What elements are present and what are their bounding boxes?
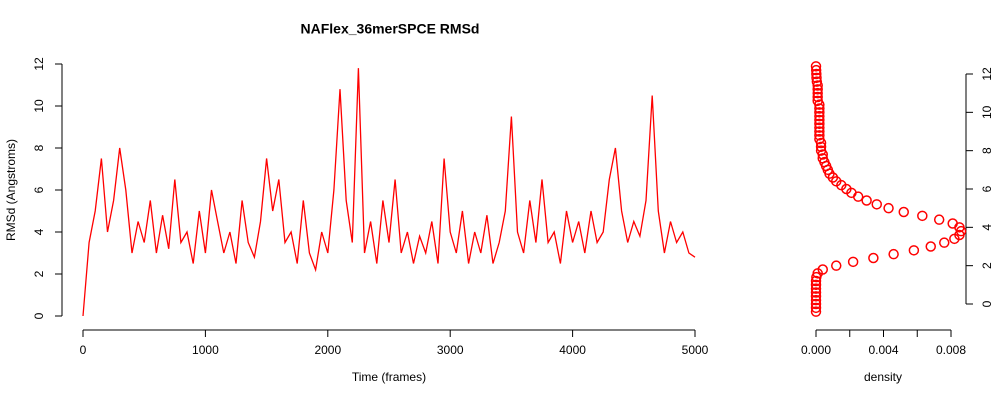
x-tick-label: 1000 (192, 343, 219, 357)
data-point (814, 130, 825, 141)
y-tick-label: 10 (980, 105, 994, 119)
y-tick-label: 2 (32, 270, 46, 277)
chart-title: NAFlex_36merSPCE RMSd (301, 21, 480, 37)
data-point (939, 237, 950, 248)
y-tick-label: 6 (980, 185, 994, 192)
y-tick-label: 2 (980, 262, 994, 269)
data-point (883, 202, 894, 214)
data-point (898, 206, 909, 218)
data-point (871, 199, 882, 210)
x-tick-label: 3000 (437, 343, 464, 357)
data-point (817, 264, 828, 275)
data-point (917, 210, 928, 222)
y-tick-label: 4 (980, 224, 994, 231)
data-point (812, 95, 823, 107)
data-point (814, 122, 825, 133)
data-point (814, 126, 825, 137)
data-point (831, 260, 842, 271)
y-tick-label: 6 (32, 186, 46, 193)
x-tick-label: 4000 (559, 343, 586, 357)
data-point (861, 195, 872, 206)
data-point (815, 145, 827, 156)
data-point (810, 275, 822, 287)
data-point (812, 84, 823, 95)
x-tick-label: 0.000 (801, 343, 831, 357)
x-axis-label: Time (frames) (352, 370, 426, 384)
data-point (811, 76, 823, 87)
x-tick-label: 2000 (314, 343, 341, 357)
y-tick-label: 10 (32, 99, 46, 113)
data-point (811, 68, 822, 80)
y-tick-label: 8 (32, 144, 46, 151)
y-tick-label: 8 (980, 147, 994, 154)
y-tick-label: 4 (32, 228, 46, 235)
data-point (868, 252, 879, 264)
data-point (815, 141, 827, 153)
data-point (810, 287, 822, 298)
data-point (810, 294, 822, 306)
data-point (817, 153, 828, 164)
x-tick-label: 0.004 (868, 343, 898, 357)
data-point (933, 214, 945, 225)
y-tick-label: 0 (980, 300, 994, 307)
data-point (810, 302, 822, 314)
data-point (811, 72, 822, 84)
data-point (810, 298, 822, 310)
y-tick-label: 0 (32, 312, 46, 319)
data-point (810, 61, 822, 72)
data-point (814, 107, 825, 118)
data-point (908, 245, 920, 256)
data-point (847, 256, 859, 268)
data-line (82, 68, 696, 317)
data-point (888, 248, 899, 260)
x-axis-label: density (864, 370, 902, 384)
y-tick-label: 12 (980, 67, 994, 81)
data-point (810, 291, 822, 302)
data-point (814, 114, 825, 126)
data-point (814, 118, 825, 130)
data-point (812, 80, 823, 91)
x-tick-label: 0.008 (936, 343, 966, 357)
y-tick-label: 12 (32, 57, 46, 71)
data-point (925, 241, 936, 252)
x-tick-label: 0 (80, 343, 87, 357)
data-point (852, 191, 864, 202)
data-point (812, 87, 823, 99)
data-point (810, 64, 822, 76)
y-axis-label: RMSd (Angstroms) (4, 139, 18, 241)
data-point (814, 110, 825, 122)
data-point (810, 279, 822, 291)
data-point (810, 283, 822, 294)
data-point (814, 133, 825, 145)
x-tick-label: 5000 (682, 343, 709, 357)
data-point (810, 306, 822, 317)
data-point (812, 91, 823, 103)
data-point (814, 103, 825, 114)
data-point (947, 218, 958, 229)
